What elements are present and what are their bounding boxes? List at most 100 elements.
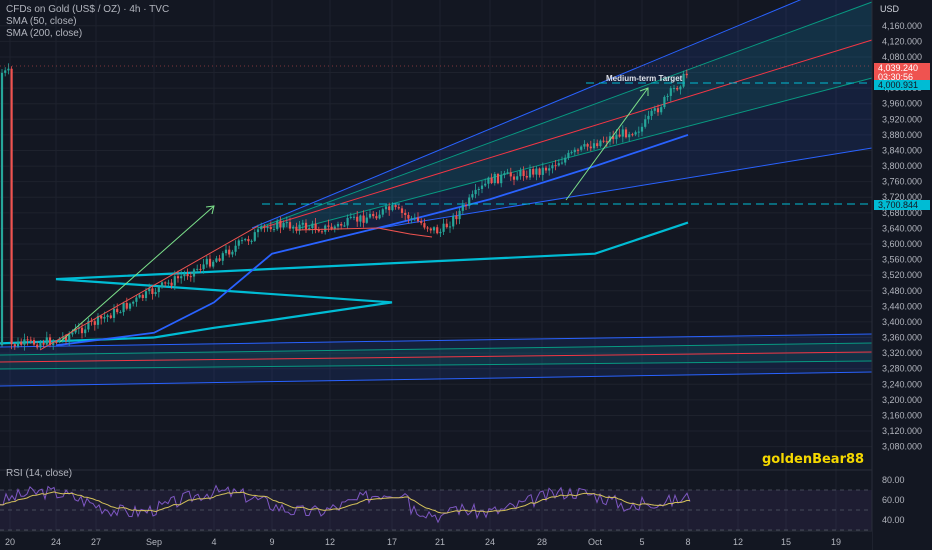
candle-body xyxy=(538,168,541,175)
candle-body xyxy=(608,136,612,142)
candle-body xyxy=(503,173,506,175)
candle-body xyxy=(525,175,528,178)
candle-body xyxy=(20,341,23,345)
candle-body xyxy=(333,226,336,230)
trend-drawings[interactable] xyxy=(0,65,872,351)
candle-body xyxy=(221,253,224,261)
candle-body xyxy=(468,197,471,206)
rsi-ma-line xyxy=(0,491,691,514)
candle-body xyxy=(192,269,196,277)
candle-body xyxy=(199,268,202,270)
candle-body xyxy=(381,209,384,215)
lower-parallel-channel[interactable] xyxy=(0,333,873,387)
candle-body xyxy=(493,173,496,184)
candle-body xyxy=(365,217,368,223)
candle-body xyxy=(666,95,669,97)
candle-body xyxy=(605,141,608,143)
candle-body xyxy=(260,226,263,230)
channel-line xyxy=(0,360,873,370)
candle-body xyxy=(653,108,656,111)
candle-body xyxy=(407,214,410,219)
time-tick-label: 28 xyxy=(537,537,547,547)
candle-body xyxy=(10,68,13,345)
candle-body xyxy=(375,216,378,219)
candle-body xyxy=(84,329,87,334)
price-tick-label: 3,560.000 xyxy=(882,255,922,265)
candle-body xyxy=(218,258,221,261)
time-tick-label: 20 xyxy=(5,537,15,547)
price-tick-label: 3,960.000 xyxy=(882,99,922,109)
candle-body xyxy=(621,129,624,137)
candle-body xyxy=(676,87,679,90)
candle-body xyxy=(682,73,685,87)
candle-body xyxy=(576,149,580,151)
symbol-title[interactable]: CFDs on Gold (US$ / OZ) · 4h · TVC xyxy=(6,4,170,15)
candle-body xyxy=(106,315,109,317)
time-tick-label: Sep xyxy=(146,537,162,547)
candle-body xyxy=(362,215,365,223)
candle-body xyxy=(234,245,237,252)
candle-body xyxy=(480,185,484,189)
candle-body xyxy=(378,214,381,219)
countdown-tag: 03:30:56 xyxy=(874,72,930,82)
candle-body xyxy=(368,213,372,218)
sma50-legend[interactable]: SMA (50, close) xyxy=(6,16,77,27)
candle-body xyxy=(304,222,308,230)
rsi-legend[interactable]: RSI (14, close) xyxy=(6,468,73,479)
candle-body xyxy=(464,205,468,207)
candle-body xyxy=(96,315,100,325)
candle-body xyxy=(618,134,621,137)
price-tick-label: 3,880.000 xyxy=(882,130,922,140)
candle-body xyxy=(592,143,596,149)
candle-body xyxy=(394,205,397,208)
candle-body xyxy=(663,96,666,108)
candle-body xyxy=(32,340,36,345)
candle-body xyxy=(103,316,106,319)
candle-body xyxy=(13,344,16,347)
candle-body xyxy=(637,131,640,133)
candle-body xyxy=(26,339,29,341)
candle-body xyxy=(554,165,557,167)
candle-body xyxy=(148,288,151,292)
channel-line xyxy=(0,333,873,348)
candle-body xyxy=(68,334,71,341)
price-tick-label: 3,160.000 xyxy=(882,410,922,420)
candle-body xyxy=(135,297,138,302)
candle-body xyxy=(528,168,532,178)
channel-line xyxy=(257,1,873,229)
candle-body xyxy=(359,215,362,222)
candle-body xyxy=(202,264,205,270)
candle-body xyxy=(189,276,192,278)
candle-body xyxy=(420,221,423,224)
channel-fill xyxy=(0,334,872,386)
time-tick-label: 19 xyxy=(831,537,841,547)
currency-label[interactable]: USD xyxy=(880,4,900,14)
candle-body xyxy=(416,217,420,222)
candle-body xyxy=(109,315,112,318)
sma-200-path xyxy=(55,221,689,339)
candle-body xyxy=(250,240,253,242)
candle-body xyxy=(279,220,282,228)
candle-body xyxy=(458,210,461,220)
candle-body xyxy=(64,336,68,341)
candle-body xyxy=(471,194,474,198)
upper-parallel-channel[interactable] xyxy=(251,0,873,229)
candle-body xyxy=(583,144,586,147)
rsi-tick-label: 60.00 xyxy=(882,495,905,505)
candle-body xyxy=(42,342,45,345)
price-tick-label: 4,160.000 xyxy=(882,21,922,31)
price-tick-label: 3,440.000 xyxy=(882,301,922,311)
candle-body xyxy=(208,258,212,267)
sma200-legend[interactable]: SMA (200, close) xyxy=(6,28,83,39)
candle-body xyxy=(397,207,400,209)
time-axis[interactable]: 20 24 27 Sep 4 9 12 17 21 24 28 Oct 5 8 12 15 19 xyxy=(0,530,872,550)
candle-body xyxy=(519,170,522,177)
price-axis[interactable]: 4,160.0004,120.0004,080.0004,040.0004,00… xyxy=(871,0,932,550)
channel-fill xyxy=(252,0,872,228)
candle-body xyxy=(132,301,135,304)
candle-body xyxy=(615,134,618,140)
candle-body xyxy=(372,213,375,217)
candle-body xyxy=(410,218,413,220)
candle-body xyxy=(154,292,157,295)
